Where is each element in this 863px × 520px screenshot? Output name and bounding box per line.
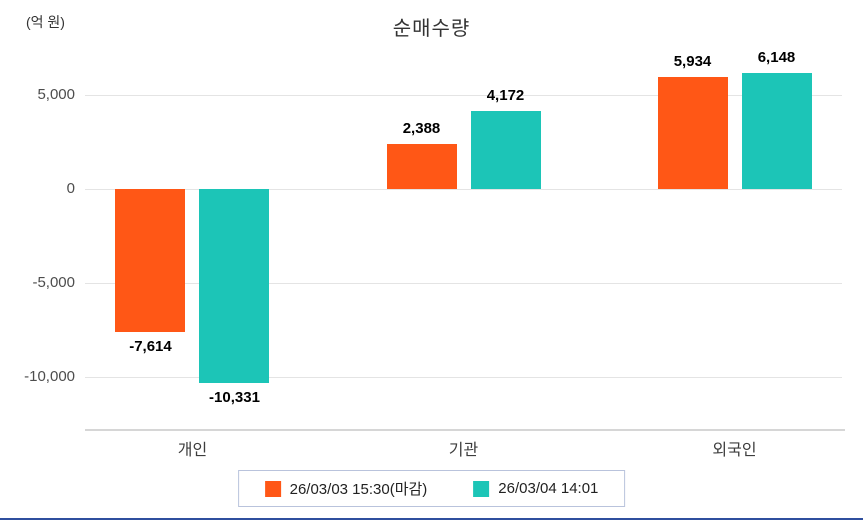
bar-외국인-series2: [741, 73, 812, 189]
legend: 26/03/03 15:30(마감) 26/03/04 14:01: [237, 470, 626, 507]
legend-label-series2: 26/03/04 14:01: [498, 480, 599, 497]
bar-value-label: 5,934: [673, 53, 712, 71]
x-category-label: 개인: [177, 442, 208, 459]
bar-기관-series1: [386, 144, 457, 189]
y-tick-label: 0: [66, 180, 75, 197]
bar-value-label: 6,148: [757, 49, 796, 67]
legend-swatch-series1: [264, 480, 281, 497]
legend-item-series1: 26/03/03 15:30(마감): [264, 478, 428, 499]
x-category-label: 기관: [448, 442, 479, 459]
y-axis-unit-label: (억 원): [26, 14, 65, 30]
legend-label-series1: 26/03/03 15:30(마감): [289, 481, 428, 498]
bar-value-label: -10,331: [209, 389, 260, 407]
x-category-label: 외국인: [712, 442, 757, 459]
bar-개인-series1: [115, 189, 186, 333]
bar-value-label: 2,388: [402, 120, 441, 138]
gridline: [85, 189, 842, 190]
y-tick-label: -10,000: [24, 368, 75, 385]
gridline: [85, 95, 842, 96]
chart-title: 순매수량: [392, 18, 471, 40]
y-tick-label: -5,000: [32, 274, 75, 291]
bottom-border-line: [0, 518, 863, 520]
x-axis-line: [85, 429, 845, 431]
bar-value-label: -7,614: [129, 338, 172, 356]
bar-기관-series2: [470, 110, 541, 189]
legend-item-series2: 26/03/04 14:01: [473, 480, 598, 497]
legend-swatch-series2: [473, 480, 490, 497]
bar-value-label: 4,172: [486, 86, 525, 104]
bar-외국인-series1: [657, 77, 728, 189]
gridline: [85, 377, 842, 378]
gridline: [85, 283, 842, 284]
y-tick-label: 5,000: [37, 86, 75, 103]
bar-개인-series2: [199, 189, 270, 384]
